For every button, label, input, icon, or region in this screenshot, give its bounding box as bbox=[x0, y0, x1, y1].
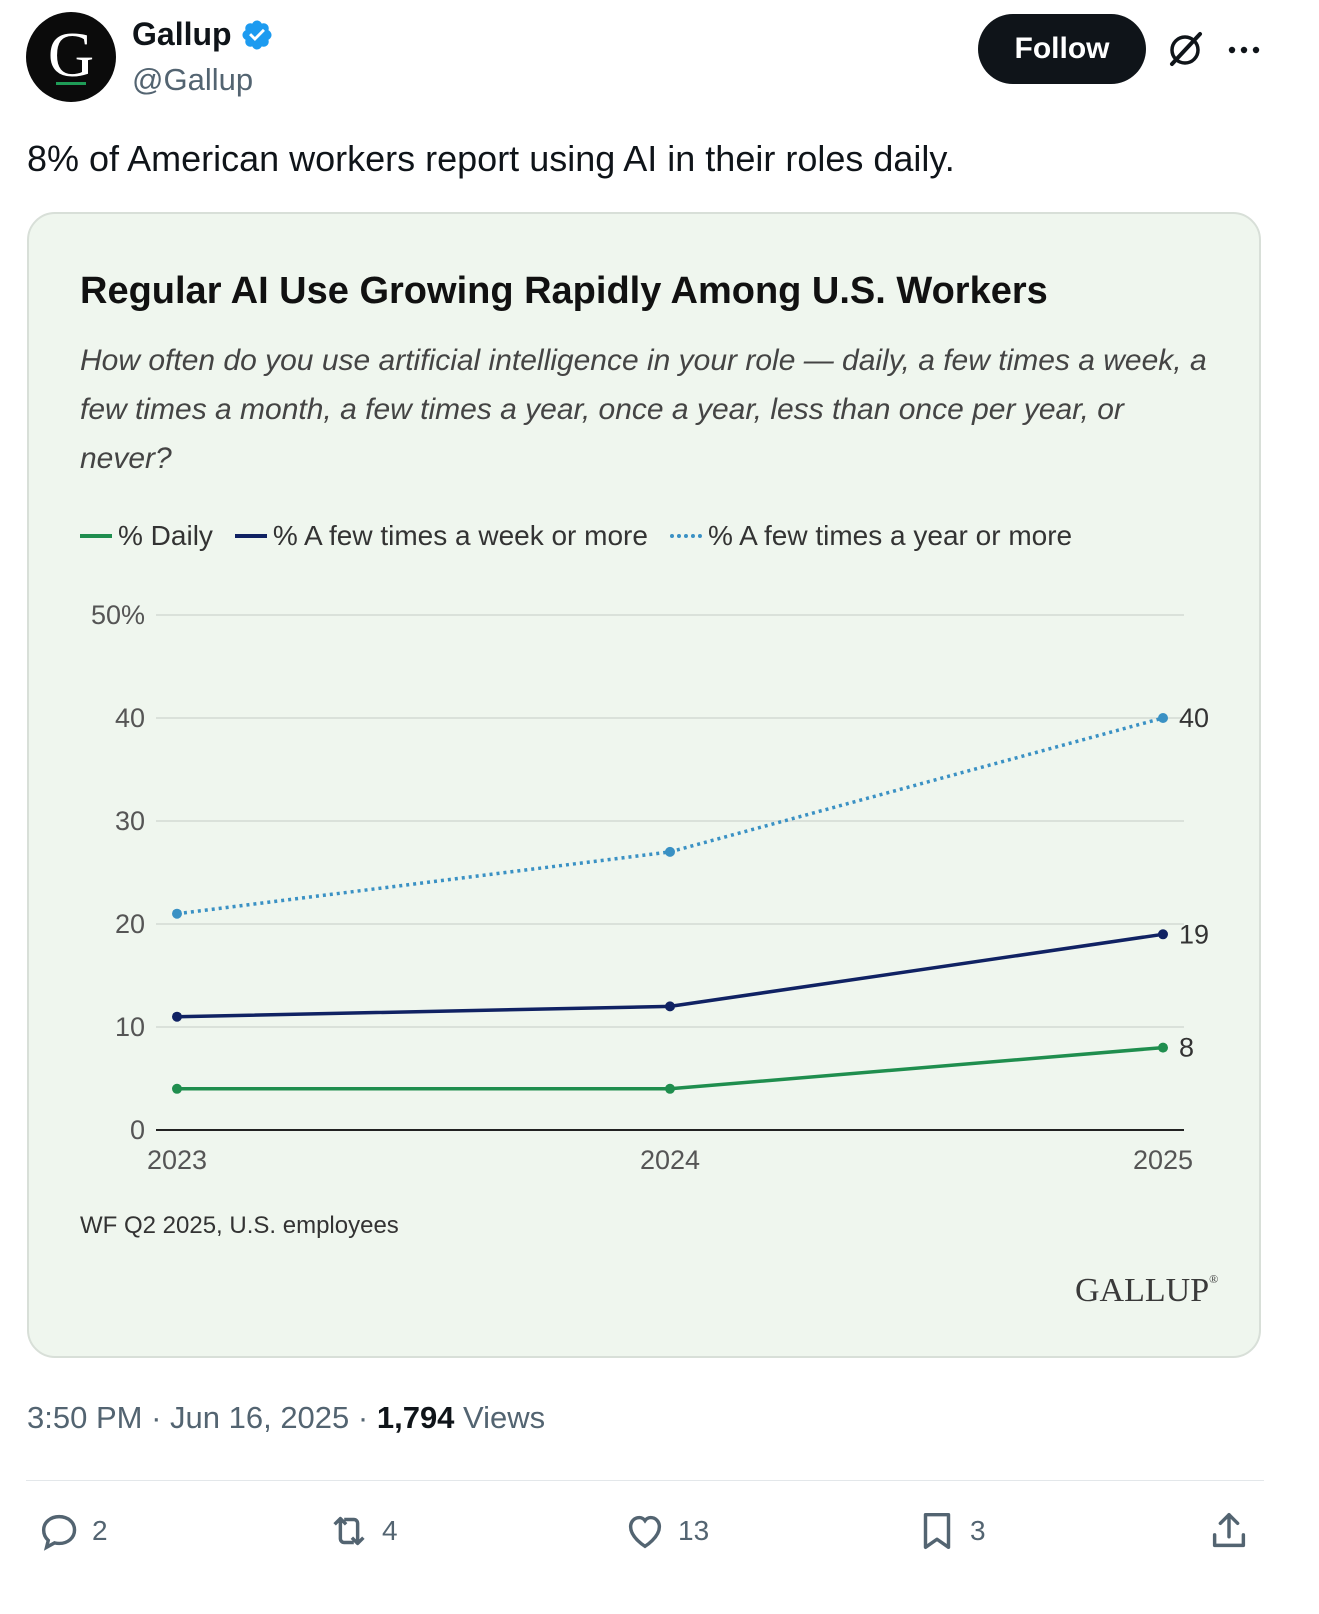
data-point bbox=[1158, 1042, 1168, 1053]
tweet-header: G Gallup @Gallup Follow bbox=[26, 12, 1296, 108]
legend-swatch-daily bbox=[80, 534, 112, 538]
y-tick-label: 50% bbox=[91, 600, 145, 630]
divider bbox=[26, 1480, 1264, 1481]
tweet-time[interactable]: 3:50 PM bbox=[27, 1400, 143, 1435]
legend-item-weekly: % A few times a week or more bbox=[234, 520, 648, 552]
legend-item-daily: % Daily bbox=[80, 520, 213, 552]
legend-item-yearly: % A few times a year or more bbox=[669, 520, 1073, 552]
follow-button[interactable]: Follow bbox=[978, 14, 1146, 84]
handle[interactable]: @Gallup bbox=[132, 62, 254, 97]
legend-label-daily: % Daily bbox=[118, 520, 213, 551]
more-icon[interactable] bbox=[1224, 30, 1264, 70]
data-point bbox=[665, 846, 675, 857]
data-point bbox=[665, 1001, 675, 1012]
source-note: WF Q2 2025, U.S. employees bbox=[80, 1212, 399, 1239]
reply-button[interactable]: 2 bbox=[36, 1508, 108, 1554]
y-tick-label: 20 bbox=[115, 909, 145, 939]
reply-icon bbox=[41, 1514, 77, 1551]
grok-icon[interactable] bbox=[1162, 26, 1208, 72]
chart-legend: % Daily % A few times a week or more % A… bbox=[80, 520, 1094, 552]
repost-count: 4 bbox=[382, 1515, 398, 1546]
share-icon bbox=[1212, 1512, 1246, 1548]
meta-separator: · bbox=[357, 1400, 377, 1435]
tweet-text: 8% of American workers report using AI i… bbox=[27, 138, 955, 179]
data-point bbox=[172, 1083, 182, 1094]
share-button[interactable] bbox=[1206, 1508, 1252, 1554]
avatar-letter: G bbox=[47, 19, 95, 90]
x-tick-label: 2024 bbox=[640, 1145, 700, 1175]
repost-button[interactable]: 4 bbox=[326, 1508, 398, 1554]
name-row: Gallup bbox=[132, 16, 274, 53]
y-tick-label: 30 bbox=[115, 806, 145, 836]
y-tick-label: 10 bbox=[115, 1012, 145, 1042]
like-button[interactable]: 13 bbox=[622, 1508, 709, 1554]
data-label: 19 bbox=[1179, 919, 1209, 949]
heart-icon bbox=[628, 1515, 662, 1549]
gallup-logo-text: GALLUP bbox=[1075, 1272, 1210, 1309]
y-tick-label: 40 bbox=[115, 703, 145, 733]
data-point bbox=[172, 1011, 182, 1022]
x-tick-label: 2025 bbox=[1133, 1145, 1193, 1175]
x-tick-label: 2023 bbox=[147, 1145, 207, 1175]
avatar-accent bbox=[56, 82, 86, 85]
meta-separator: · bbox=[151, 1400, 171, 1435]
y-tick-label: 0 bbox=[130, 1115, 145, 1145]
bookmark-icon bbox=[923, 1512, 951, 1550]
line-chart: 0 10 20 30 40 50% 2023 2024 2025 8 19 40 bbox=[91, 600, 1209, 1175]
bookmark-button[interactable]: 3 bbox=[914, 1508, 986, 1554]
series-line bbox=[177, 1045, 1164, 1091]
bookmark-count: 3 bbox=[970, 1515, 986, 1546]
series-line bbox=[176, 716, 1164, 916]
data-point bbox=[665, 1083, 675, 1094]
avatar[interactable]: G bbox=[26, 12, 116, 102]
display-name[interactable]: Gallup bbox=[132, 16, 232, 52]
verified-badge-icon bbox=[242, 19, 272, 50]
chart-card[interactable]: Regular AI Use Growing Rapidly Among U.S… bbox=[27, 212, 1261, 1358]
repost-icon bbox=[333, 1516, 365, 1546]
data-point bbox=[1158, 929, 1168, 940]
gallup-logo: GALLUP® bbox=[1075, 1272, 1219, 1309]
legend-swatch-yearly bbox=[669, 534, 702, 538]
views-count: 1,794 bbox=[376, 1400, 455, 1435]
tweet-meta: 3:50 PM · Jun 16, 2025 · 1,794 Views bbox=[27, 1400, 545, 1436]
data-point bbox=[1158, 713, 1168, 723]
like-count: 13 bbox=[678, 1515, 710, 1546]
data-point bbox=[172, 908, 182, 919]
views-label: Views bbox=[463, 1400, 546, 1435]
legend-swatch-weekly bbox=[234, 534, 267, 538]
legend-label-weekly: % A few times a week or more bbox=[272, 520, 648, 551]
reply-count: 2 bbox=[92, 1515, 108, 1546]
tweet-date[interactable]: Jun 16, 2025 bbox=[170, 1400, 350, 1435]
action-bar: 2 4 13 3 bbox=[0, 1508, 1319, 1568]
data-label: 40 bbox=[1179, 703, 1209, 733]
chart-title: Regular AI Use Growing Rapidly Among U.S… bbox=[80, 270, 1048, 312]
data-label: 8 bbox=[1179, 1033, 1194, 1063]
legend-label-yearly: % A few times a year or more bbox=[707, 520, 1073, 551]
chart-subtitle: How often do you use artificial intellig… bbox=[80, 344, 1207, 475]
